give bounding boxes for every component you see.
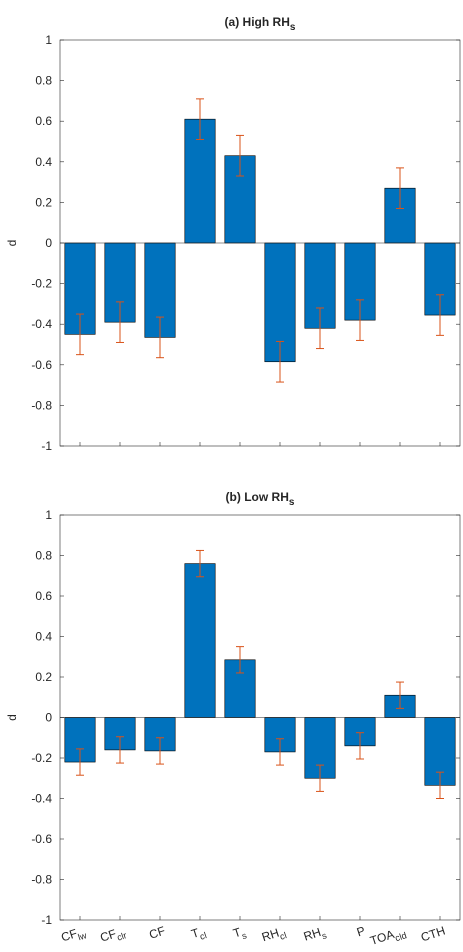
error-bar [236,646,244,674]
x-tick-label-main: TOA [368,927,396,948]
error-bar [156,737,164,765]
y-axis-label: d [5,714,19,721]
error-bar [276,738,284,766]
chart-title-sub: s [290,22,296,33]
error-bar [276,340,284,383]
x-tick-label-main: T [189,925,201,941]
x-tick-label-main: CF [147,924,167,942]
x-tick-label-main: T [231,925,243,941]
error-bar [316,764,324,792]
x-tick-label: CF [147,924,167,942]
y-tick-label: 0.8 [35,549,52,563]
error-bar [236,134,244,177]
x-tick-label-main: RH [302,925,323,944]
y-tick-label: 0.2 [35,195,52,209]
error-bar [356,299,364,341]
bar [224,155,256,244]
y-tick-label: 1 [45,508,52,522]
y-tick-label: -0.2 [31,277,52,291]
y-tick-label: 0.4 [35,630,52,644]
y-tick-label: -0.6 [31,358,52,372]
x-tick-label: CTH [419,924,447,945]
y-tick-label: 0.6 [35,589,52,603]
x-tick-label-sub: clr [116,930,128,942]
x-tick-label: CFclr [98,924,128,948]
chart-title: (a) High RHs [225,15,296,33]
chart-title-main: (b) Low RH [226,490,289,504]
error-bar [396,681,404,709]
chart-title-sub: s [289,497,295,508]
y-tick-label: 0 [45,711,52,725]
x-tick-label-sub: cl [279,930,288,942]
error-bar [156,316,164,359]
y-tick-label: -0.8 [31,398,52,412]
x-tick-label: CFlw [59,923,88,947]
x-tick-label-main: CF [59,926,79,944]
x-tick-label-sub: lw [77,930,89,942]
x-tick-label: Ts [231,923,248,943]
y-tick-label: -1 [41,913,52,927]
chart-title-main: (a) High RH [225,15,290,29]
x-tick-label-sub: cld [394,930,408,943]
y-tick-label: -0.8 [31,873,52,887]
y-tick-label: -0.4 [31,317,52,331]
error-bar [196,549,204,578]
y-tick-label: -0.4 [31,792,52,806]
x-tick-label: P [355,924,367,940]
y-tick-label: 1 [45,33,52,47]
x-tick-label-main: CTH [419,924,447,945]
x-tick-label-main: CF [98,926,118,944]
x-tick-label: TOAcld [368,924,407,951]
error-bar [116,736,124,764]
error-bar [76,748,84,776]
y-tick-label: 0.8 [35,74,52,88]
y-tick-label: 0 [45,236,52,250]
error-bar [316,307,324,350]
y-tick-label: -0.2 [31,751,52,765]
x-tick-label-sub: s [320,930,328,941]
y-tick-label: 0.4 [35,155,52,169]
error-bar [396,167,404,209]
error-bar [116,301,124,343]
error-bar [436,294,444,336]
x-tick-label: RHcl [260,924,288,948]
y-tick-label: 0.2 [35,670,52,684]
x-tick-label-sub: s [240,930,248,941]
x-tick-label-main: RH [260,926,281,945]
chart-title: (b) Low RHs [226,490,295,508]
y-axis-label: d [5,240,19,247]
x-tick-label: Tcl [189,924,207,944]
x-tick-label-main: P [355,924,367,940]
y-tick-label: -0.6 [31,832,52,846]
y-tick-label: 0.6 [35,114,52,128]
bar [184,563,216,718]
error-bar [76,313,84,356]
y-tick-label: -1 [41,439,52,453]
x-tick-label: RHs [302,923,329,946]
error-bar [196,98,204,140]
x-tick-label-sub: cl [199,930,208,942]
error-bar [356,732,364,760]
error-bar [436,771,444,799]
